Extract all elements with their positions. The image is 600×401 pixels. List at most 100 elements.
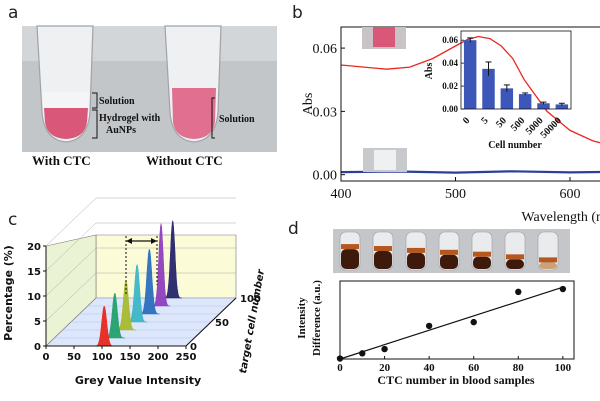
blood-tube-band (539, 257, 557, 263)
c-peak (152, 223, 171, 307)
blood-tube-content (539, 262, 557, 269)
c-xtick-label: 50 (67, 352, 81, 363)
panel-label-a: a (8, 3, 18, 23)
bracket-hydrogel (92, 109, 98, 139)
c-ytick-label: 5 (34, 317, 41, 328)
inset-xtick-label: 50000 (538, 115, 563, 140)
panel-b-chart: 4005006007008000.000.030.06 Wavelength (… (301, 26, 600, 225)
d-data-point (559, 285, 567, 293)
spectrum-with-ctc-line (340, 35, 600, 144)
c-peak (163, 220, 182, 299)
panel-d-xlabel: CTC number in blood samples (377, 373, 534, 387)
blood-tube-row (339, 231, 559, 271)
panel-c-peaks (94, 220, 182, 347)
blood-tube-content (506, 259, 524, 269)
c-xtick-label: 0 (43, 352, 50, 363)
blood-tube-band (407, 247, 425, 253)
inset-xtick-label: 5 (479, 115, 490, 126)
b-ytick-label: 0.00 (313, 169, 338, 184)
panel-label-c: c (8, 210, 17, 230)
b-xtick-label: 400 (331, 187, 352, 202)
inset-bar (500, 88, 514, 109)
blood-tube-content (374, 251, 392, 269)
shift-arrow-right-head (151, 238, 157, 244)
inset-bar (555, 104, 569, 109)
c-ztick-label: 100 (240, 294, 261, 305)
c-sidewall-gridline (45, 197, 97, 247)
inset-bars (463, 37, 569, 110)
back-wall (95, 234, 237, 299)
inset-bar (537, 103, 550, 109)
tube-right-pink-solution (172, 88, 216, 139)
c-peak (94, 305, 115, 347)
c-sidewall-gridline (45, 222, 97, 272)
inset-bar (482, 68, 495, 109)
d-data-point (425, 322, 433, 330)
tube-left-gel (44, 108, 88, 139)
panel-c-xlabel: Grey Value Intensity (75, 374, 201, 387)
d-xtick-label: 0 (337, 362, 343, 374)
panel-d-ticks: 0 20 40 60 80 100 (337, 356, 572, 374)
inset-ytick-label: 0.04 (442, 58, 458, 68)
bracket-solution (92, 92, 98, 109)
c-xtick-label: 250 (176, 352, 197, 363)
blood-tube-content (341, 249, 359, 269)
inset-ytick-label: 0.06 (442, 35, 458, 45)
d-xtick-label: 100 (555, 362, 572, 374)
panel-d-frame (339, 280, 575, 360)
panel-label-b: b (292, 3, 303, 23)
b-ytick-label: 0.06 (313, 42, 338, 57)
label-aunps: AuNPs (106, 125, 136, 136)
caption-with-ctc: With CTC (32, 153, 91, 168)
panel-label-d: d (288, 219, 299, 239)
label-solution: Solution (99, 96, 135, 107)
inset-bar (463, 40, 477, 110)
label-hydrogel: Hydrogel with (99, 113, 161, 124)
photo-tube-clear-solution (374, 150, 396, 170)
bracket-solution-right (211, 97, 215, 139)
panel-b-ylabel: Abs (301, 93, 316, 116)
b-ytick-label: 0.03 (313, 105, 338, 120)
inset-xtick-label: 0 (461, 115, 472, 126)
blood-tube-content (440, 254, 458, 269)
panel-c-zlabel: target cell number (238, 268, 267, 375)
inset-ytick-label: 0.00 (442, 104, 458, 114)
panel-d-points (336, 285, 567, 362)
label-solution-right: Solution (219, 114, 255, 125)
c-ytick-label: 20 (27, 242, 41, 253)
panel-b-frame (340, 26, 600, 182)
inset-xtick-label: 50 (494, 115, 509, 130)
inset-ytick-label: 0.02 (442, 81, 458, 91)
inset-xlabel: Cell number (488, 140, 542, 151)
blood-tube-content (473, 256, 491, 269)
blood-tube-content (407, 252, 425, 269)
blood-tube-band (506, 254, 524, 260)
c-zaxis-line (185, 297, 237, 347)
panel-b-ticks: 4005006007008000.000.030.06 (313, 42, 581, 202)
c-ztick-label: 0 (190, 342, 197, 353)
d-xtick-label: 80 (513, 362, 525, 374)
b-xtick-label: 500 (445, 187, 466, 202)
panel-a-photo: Solution Hydrogel with AuNPs Solution Wi… (22, 25, 277, 168)
panel-d-ylabel-1: Intensity (296, 297, 308, 339)
blood-tube-band (473, 251, 491, 257)
blood-tube-band (374, 246, 392, 251)
b-xtick-label: 600 (560, 187, 581, 202)
inset-bar (518, 94, 532, 109)
blood-tube-band (341, 244, 359, 250)
d-data-point (470, 318, 477, 326)
d-data-point (381, 345, 388, 353)
photo-tube-pink-gel (373, 27, 395, 47)
c-ztick-label: 50 (215, 318, 229, 329)
d-xtick-label: 60 (468, 362, 480, 374)
d-data-point (515, 288, 522, 296)
spectrum-without-ctc-line (340, 170, 600, 174)
panel-d-chart: 0 20 40 60 80 100 CTC number in blood samples… (296, 229, 575, 387)
c-xtick-label: 150 (120, 352, 141, 363)
c-ytick-label: 0 (34, 342, 41, 353)
